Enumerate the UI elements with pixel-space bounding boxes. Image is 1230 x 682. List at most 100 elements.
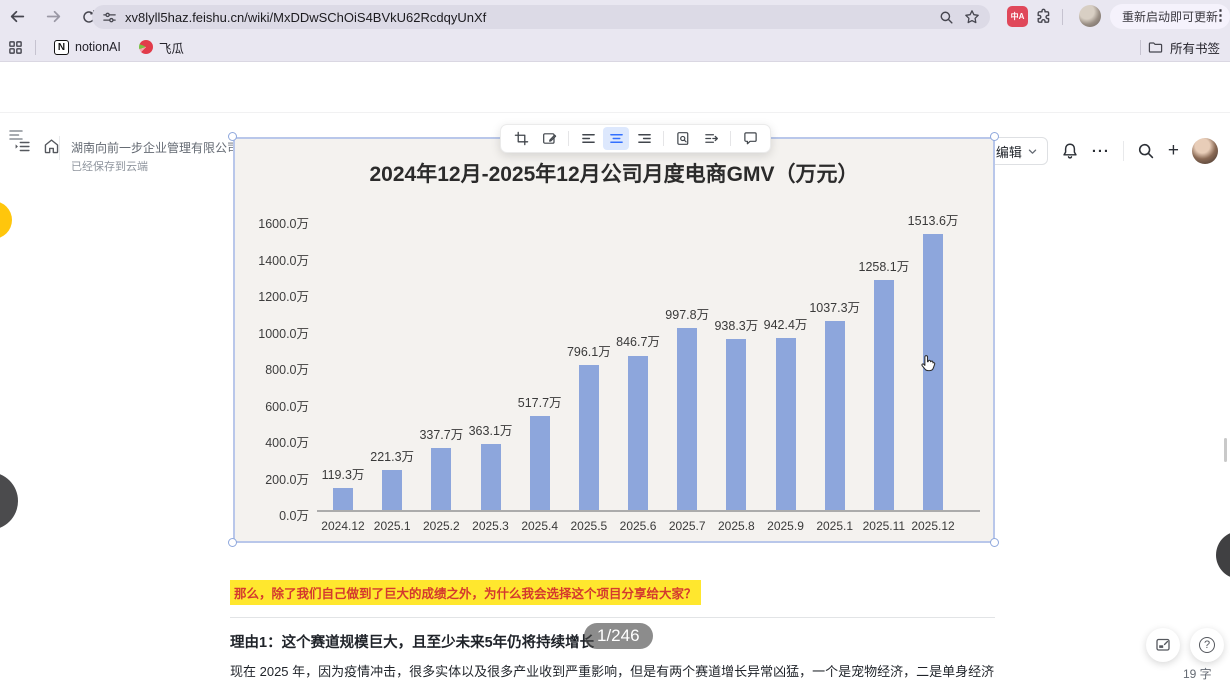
translate-extension-icon[interactable]: 中A [1007,6,1028,27]
y-axis-tick: 800.0万 [265,363,309,377]
chart-image[interactable]: 2024年12月-2025年12月公司月度电商GMV（万元） 1600.0万 14… [233,137,995,543]
chart-plot: 119.3万 2024.12 221.3万 2025.1 337.7万 2025.2 363… [317,214,980,533]
back-button[interactable] [4,4,30,30]
x-axis-tick: 2025.7 [668,519,706,533]
resize-handle-top-right[interactable] [990,132,999,141]
resize-handle-bottom-right[interactable] [990,538,999,547]
x-axis-tick: 2025.1 [816,519,854,533]
bar-value-label: 796.1万 [566,344,611,359]
bookmarks-bar: N notionAI 飞瓜 所有书签 [0,33,1230,62]
resize-handle-top-left[interactable] [228,132,237,141]
chart-y-axis: 1600.0万 1400.0万 1200.0万 1000.0万 800.0万 600.0万… [235,217,311,523]
page-indicator: 1/246 [584,623,653,649]
bar [873,280,894,510]
browser-profile-avatar[interactable] [1079,5,1101,27]
restart-update-button[interactable]: 重新启动即可更新 [1110,4,1230,29]
bar [726,338,747,510]
x-axis-tick: 2025.2 [422,519,460,533]
x-axis-tick: 2025.9 [767,519,804,533]
align-left-icon[interactable] [575,127,601,150]
home-icon[interactable] [43,138,60,155]
extensions-icon[interactable] [1035,8,1052,25]
bar [529,415,550,510]
toolbar-divider [1062,9,1063,25]
bar [382,469,403,510]
highlighted-question: 那么，除了我们自己做到了巨大的成绩之外，为什么我会选择这个项目分享给大家？ [230,580,701,605]
y-axis-tick: 0.0万 [279,509,309,523]
folder-icon [1148,40,1163,55]
all-bookmarks-button[interactable]: 所有书签 [1169,41,1220,56]
question-mark-icon: ? [1199,637,1215,653]
bookmark-label: notionAI [75,40,121,54]
doc-divider [230,617,995,618]
y-axis-tick: 1200.0万 [258,290,309,304]
create-new-button[interactable]: + [1167,140,1179,161]
header-divider [1122,141,1124,161]
browser-toolbar: xv8lyll5haz.feishu.cn/wiki/MxDDwSChOiS4B… [0,0,1230,33]
bar-value-label: 1258.1万 [858,260,910,275]
floating-overlay-yellow[interactable] [0,201,12,239]
chart-title: 2024年12月-2025年12月公司月度电商GMV（万元） [369,163,859,186]
url-text[interactable]: xv8lyll5haz.feishu.cn/wiki/MxDDwSChOiS4B… [125,9,487,25]
bar [628,355,649,510]
notifications-bell-icon[interactable] [1061,142,1079,160]
bar-value-label: 337.7万 [419,428,464,443]
browser-menu-button[interactable]: ⋮ [1213,7,1228,24]
bookmarks-divider [35,39,36,55]
header-divider [59,136,60,160]
scrollbar[interactable] [1224,438,1227,462]
y-axis-tick: 600.0万 [265,399,309,414]
copy-link-icon[interactable] [670,127,696,150]
x-axis-tick: 2025.12 [911,519,955,533]
annotate-icon[interactable] [536,127,562,150]
bar-value-label: 363.1万 [468,423,513,438]
help-button[interactable]: ? [1190,628,1224,662]
bar-value-label: 119.3万 [321,468,365,483]
outline-toggle-icon[interactable] [8,127,24,143]
address-bar[interactable]: xv8lyll5haz.feishu.cn/wiki/MxDDwSChOiS4B… [92,5,990,29]
bar-value-label: 997.8万 [665,307,710,322]
toolbar-separator [663,131,664,146]
bookmark-notionai[interactable]: N notionAI [54,39,121,55]
align-right-icon[interactable] [631,127,657,150]
crop-icon[interactable] [508,127,534,150]
x-axis-tick: 2025.3 [472,519,509,533]
bar [480,443,501,510]
bar-value-label: 517.7万 [517,395,562,410]
x-axis-tick: 2025.6 [619,519,657,533]
notion-icon: N [54,39,69,55]
service-widget-button[interactable] [1146,628,1180,662]
apps-grid-icon[interactable] [8,40,23,55]
more-options-button[interactable]: ··· [1091,142,1110,160]
feigua-icon [138,40,153,54]
zoom-icon[interactable] [939,10,954,25]
floating-overlay-left[interactable] [0,472,18,530]
y-axis-tick: 400.0万 [265,436,309,450]
floating-overlay-right[interactable] [1216,531,1230,579]
toolbar-separator [730,131,731,146]
y-axis-tick: 1000.0万 [258,326,309,341]
bar-value-label: 846.7万 [616,335,660,350]
breadcrumb-company[interactable]: 湖南向前一步企业管理有限公司 [71,141,240,155]
forward-button[interactable] [40,4,66,30]
align-center-icon[interactable] [603,127,629,150]
user-avatar[interactable] [1192,138,1218,164]
resize-handle-bottom-left[interactable] [228,538,237,547]
bar [578,364,599,510]
bookmark-star-icon[interactable] [964,9,980,25]
save-status: 已经保存到云端 [71,161,148,173]
bookmark-feigua[interactable]: 飞瓜 [138,38,184,57]
bar-value-label: 938.3万 [714,318,759,333]
bar [923,233,944,510]
app-header: 湖南向前一步企业管理有限公司 › 龙渊 › 2026千亿商机分享会 外部 已经保… [0,62,1230,173]
move-to-icon[interactable] [698,127,724,150]
site-info-icon[interactable] [102,10,117,25]
comment-icon[interactable] [737,127,763,150]
sidebar-toggle-icon[interactable] [14,138,31,155]
toolbar-separator [568,131,569,146]
search-icon[interactable] [1137,142,1155,160]
bar-value-label: 1037.3万 [809,300,861,315]
image-toolbar [500,124,771,153]
chevron-down-icon [1028,149,1037,154]
y-axis-tick: 1400.0万 [258,253,309,268]
